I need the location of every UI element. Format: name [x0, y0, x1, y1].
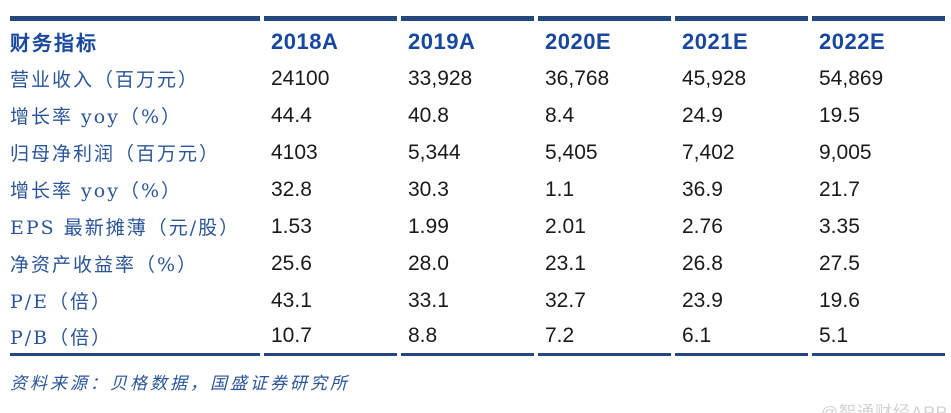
- financial-table: 财务指标 2018A 2019A 2020E 2021E 2022E 营业收入（…: [6, 16, 949, 356]
- cell-value: 33.1: [408, 288, 449, 312]
- row-label: 增长率 yoy（%）: [10, 106, 183, 128]
- cell-value: 2.76: [682, 214, 723, 238]
- column-header-indicator: 财务指标: [10, 16, 260, 60]
- table-row: P/B（倍） 10.7 8.8 7.2 6.1 5.1: [10, 319, 945, 356]
- cell-value: 24.9: [682, 103, 723, 127]
- cell-value: 8.8: [401, 319, 534, 356]
- cell-value: 36,768: [545, 66, 610, 90]
- table-row: 归母净利润（百万元） 4103 5,344 5,405 7,402 9,005: [10, 134, 945, 171]
- column-header-year: 2022E: [812, 16, 945, 60]
- cell-value: 5.1: [812, 319, 945, 356]
- cell-value: 1.1: [545, 177, 575, 201]
- cell-value: 5,344: [408, 140, 461, 164]
- table-row: P/E（倍） 43.1 33.1 32.7 23.9 19.6: [10, 282, 945, 319]
- row-label: 归母净利润（百万元）: [10, 143, 221, 165]
- cell-value: 54,869: [819, 66, 884, 90]
- cell-value: 7.2: [538, 319, 671, 356]
- column-header-year: 2021E: [675, 16, 808, 60]
- table-row: EPS 最新摊薄（元/股） 1.53 1.99 2.01 2.76 3.35: [10, 208, 945, 245]
- table-row: 营业收入（百万元） 24100 33,928 36,768 45,928 54,…: [10, 60, 945, 97]
- cell-value: 10.7: [264, 319, 397, 356]
- cell-value: 21.7: [819, 177, 860, 201]
- column-header-year: 2020E: [538, 16, 671, 60]
- cell-value: 23.9: [682, 288, 723, 312]
- cell-value: 28.0: [408, 251, 449, 275]
- watermark: @智通财经APP: [820, 403, 948, 413]
- row-label: EPS 最新摊薄（元/股）: [10, 217, 241, 239]
- cell-value: 1.99: [408, 214, 449, 238]
- cell-value: 24100: [271, 66, 330, 90]
- source-note: 资料来源：贝格数据，国盛证券研究所: [10, 374, 350, 394]
- report-snippet: 财务指标 2018A 2019A 2020E 2021E 2022E 营业收入（…: [0, 16, 951, 413]
- cell-value: 3.35: [819, 214, 860, 238]
- cell-value: 45,928: [682, 66, 747, 90]
- cell-value: 9,005: [819, 140, 872, 164]
- cell-value: 32.8: [271, 177, 312, 201]
- cell-value: 40.8: [408, 103, 449, 127]
- row-label: 增长率 yoy（%）: [10, 180, 183, 202]
- row-label: 净资产收益率（%）: [10, 254, 199, 276]
- row-label: P/B（倍）: [10, 319, 260, 356]
- column-header-year: 2019A: [401, 16, 534, 60]
- cell-value: 4103: [271, 140, 318, 164]
- row-label: P/E（倍）: [10, 291, 113, 313]
- row-label: 营业收入（百万元）: [10, 69, 200, 91]
- cell-value: 7,402: [682, 140, 735, 164]
- table-row: 增长率 yoy（%） 44.4 40.8 8.4 24.9 19.5: [10, 97, 945, 134]
- cell-value: 8.4: [545, 103, 575, 127]
- table-row: 净资产收益率（%） 25.6 28.0 23.1 26.8 27.5: [10, 245, 945, 282]
- cell-value: 25.6: [271, 251, 312, 275]
- cell-value: 5,405: [545, 140, 598, 164]
- column-header-year: 2018A: [264, 16, 397, 60]
- cell-value: 2.01: [545, 214, 586, 238]
- cell-value: 26.8: [682, 251, 723, 275]
- cell-value: 27.5: [819, 251, 860, 275]
- cell-value: 6.1: [675, 319, 808, 356]
- cell-value: 36.9: [682, 177, 723, 201]
- cell-value: 32.7: [545, 288, 586, 312]
- cell-value: 43.1: [271, 288, 312, 312]
- cell-value: 33,928: [408, 66, 473, 90]
- cell-value: 23.1: [545, 251, 586, 275]
- cell-value: 44.4: [271, 103, 312, 127]
- cell-value: 19.5: [819, 103, 860, 127]
- cell-value: 30.3: [408, 177, 449, 201]
- cell-value: 19.6: [819, 288, 860, 312]
- cell-value: 1.53: [271, 214, 312, 238]
- table-header-row: 财务指标 2018A 2019A 2020E 2021E 2022E: [10, 16, 945, 60]
- table-row: 增长率 yoy（%） 32.8 30.3 1.1 36.9 21.7: [10, 171, 945, 208]
